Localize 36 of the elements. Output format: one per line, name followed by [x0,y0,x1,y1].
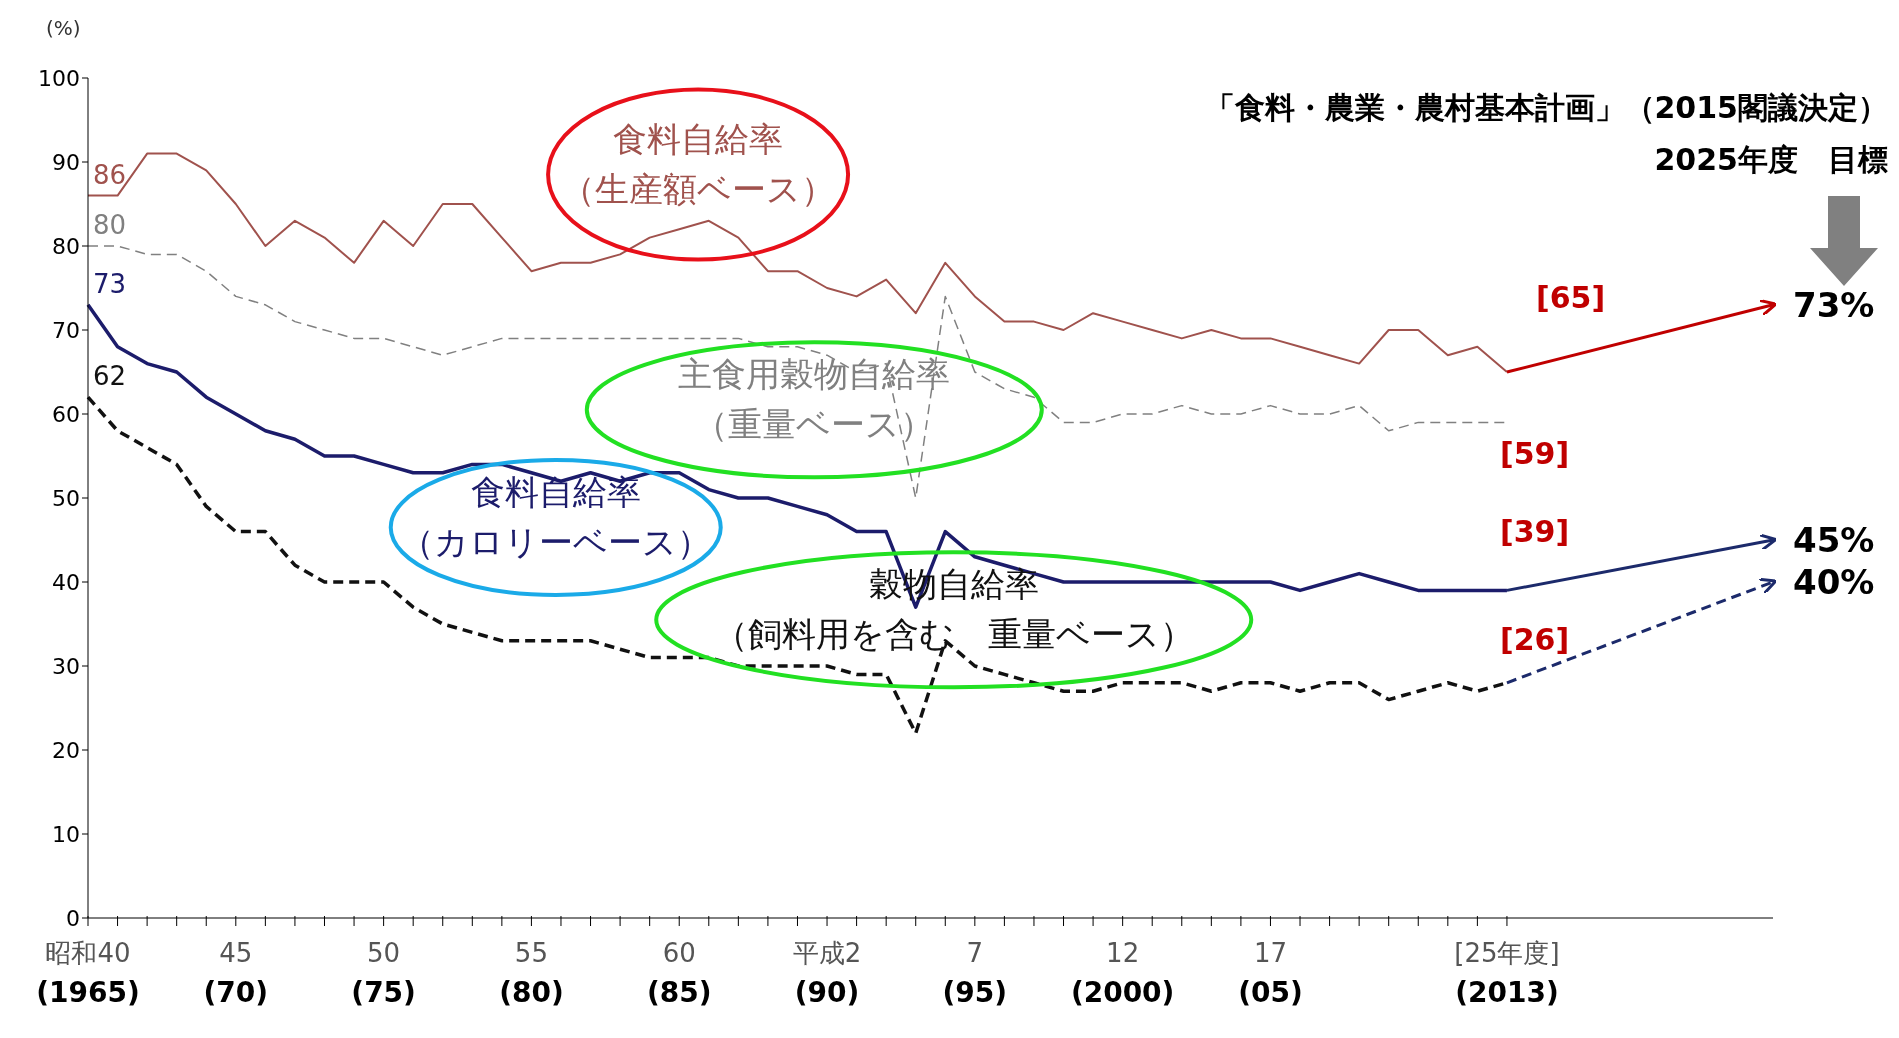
series-label: 食料自給率（生産額ベース） [561,119,836,210]
data-label: 73 [93,268,127,299]
annotation: [26] [1500,622,1570,657]
annotation: [65] [1536,280,1606,315]
y-tick-label: 10 [52,821,80,847]
y-axis-title: (%) [46,16,81,40]
annotation: 「食料・農業・農村基本計画」（2015閣議決定） [1204,89,1888,127]
x-tick-label: 60(85) [646,938,712,1009]
y-tick-label: 70 [52,317,80,343]
y-tick-label: 100 [38,65,80,91]
x-tick-label: 45(70) [203,938,269,1009]
data-label: 40% [1793,562,1875,602]
y-tick-label: 60 [52,401,80,427]
x-tick-label: 55(80) [499,938,564,1009]
data-label: 86 [93,159,127,190]
x-tick-label: 昭和40(1965) [36,938,140,1009]
y-tick-label: 20 [52,737,80,763]
x-tick-label: 17(05) [1238,938,1303,1009]
y-tick-label: 80 [52,233,80,259]
y-tick-label: 90 [52,149,80,175]
y-tick-label: 50 [52,485,80,511]
data-label: 80 [93,210,127,240]
annotation: [59] [1500,436,1570,471]
x-tick-label: 7(95) [942,938,1008,1009]
y-tick-label: 30 [52,653,80,679]
x-tick-label: 平成2(90) [792,938,862,1009]
annotation: 2025年度 目標 [1654,141,1888,179]
annotation: [39] [1500,514,1570,549]
y-tick-label: 0 [66,905,80,931]
data-label: 45% [1793,520,1875,560]
data-label: 73% [1793,284,1875,325]
y-tick-label: 40 [52,569,80,595]
x-tick-label: 50(75) [351,938,416,1009]
x-tick-label: 12(2000) [1070,938,1175,1009]
x-tick-label: [25年度](2013) [1454,938,1560,1009]
data-label: 62 [93,361,127,392]
